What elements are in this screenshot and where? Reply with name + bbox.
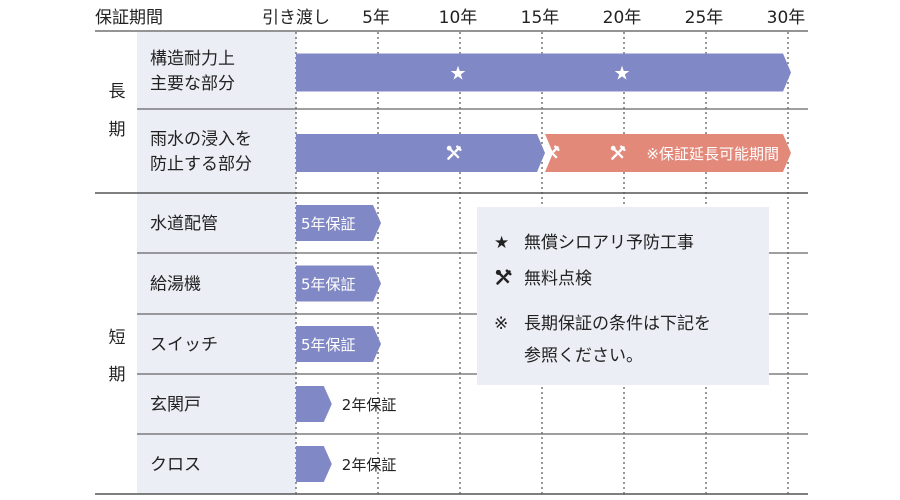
row-label: 主要な部分 <box>150 74 235 94</box>
legend-tool-text: 無料点検 <box>524 269 592 289</box>
group-short: 短 期 <box>109 328 126 385</box>
label-column <box>137 32 296 494</box>
row-label: 水道配管 <box>150 214 218 234</box>
row-label: クロス <box>150 455 201 475</box>
year-tick-label-20: 20年 <box>603 8 642 28</box>
row-label: 構造耐力上 <box>150 49 235 69</box>
year-tick-label-5: 5年 <box>362 8 390 28</box>
chart-row: 水道配管 5年保証 <box>150 205 381 241</box>
year-tick-label-15: 15年 <box>521 8 560 28</box>
bar-label: ※保証延長可能期間 <box>646 145 779 163</box>
guarantee-bar <box>296 265 381 302</box>
year-tick-label-25: 25年 <box>685 8 724 28</box>
row-label: スイッチ <box>150 335 218 355</box>
legend-note-line-2: 参照ください。 <box>524 346 643 366</box>
year-tick-labels: 5年 10年 15年 20年 25年 30年 <box>362 8 805 28</box>
row-label: 給湯機 <box>150 275 201 295</box>
row-label: 雨水の浸入を <box>150 130 252 150</box>
guarantee-bar <box>296 386 332 422</box>
row-label: 玄関戸 <box>150 395 201 415</box>
group-long: 長 期 <box>109 82 126 140</box>
year-tick-label-10: 10年 <box>439 8 478 28</box>
group-long-char-1: 長 <box>109 82 126 102</box>
legend-note-line-1: 長期保証の条件は下記を <box>524 314 711 334</box>
bar-label: 5年保証 <box>301 276 356 294</box>
guarantee-bar <box>296 205 381 241</box>
legend-box <box>477 207 769 385</box>
legend-star-text: 無償シロアリ予防工事 <box>524 233 694 253</box>
legend: ★ 無償シロアリ予防工事 無料点検 ※ 長期保証の条件は下記を 参照ください。 <box>477 207 769 385</box>
legend-star-icon: ★ <box>494 233 509 253</box>
group-short-char-2: 期 <box>109 365 126 385</box>
bar-label: 2年保証 <box>342 456 397 474</box>
guarantee-bar <box>296 134 545 172</box>
star-mark: ★ <box>449 63 466 85</box>
guarantee-bar <box>296 53 791 92</box>
chart-row: 玄関戸 2年保証 <box>150 386 396 422</box>
bar-label: 5年保証 <box>301 336 356 354</box>
legend-note-symbol: ※ <box>494 314 508 334</box>
star-mark: ★ <box>613 63 630 85</box>
bar-label: 5年保証 <box>301 215 356 233</box>
chart-row: スイッチ 5年保証 <box>150 326 381 362</box>
extendable-period-bar <box>545 134 791 172</box>
row-label: 防止する部分 <box>150 155 252 175</box>
handover-label: 引き渡し <box>262 8 330 28</box>
chart-row: 給湯機 5年保証 <box>150 265 381 302</box>
group-short-char-1: 短 <box>109 328 126 348</box>
bar-label: 2年保証 <box>342 396 397 414</box>
year-tick-label-30: 30年 <box>767 8 806 28</box>
chart-row: クロス 2年保証 <box>150 446 396 482</box>
guarantee-bar <box>296 446 332 482</box>
guarantee-bar <box>296 326 381 362</box>
period-header: 保証期間 <box>95 8 163 28</box>
group-long-char-2: 期 <box>109 120 126 140</box>
